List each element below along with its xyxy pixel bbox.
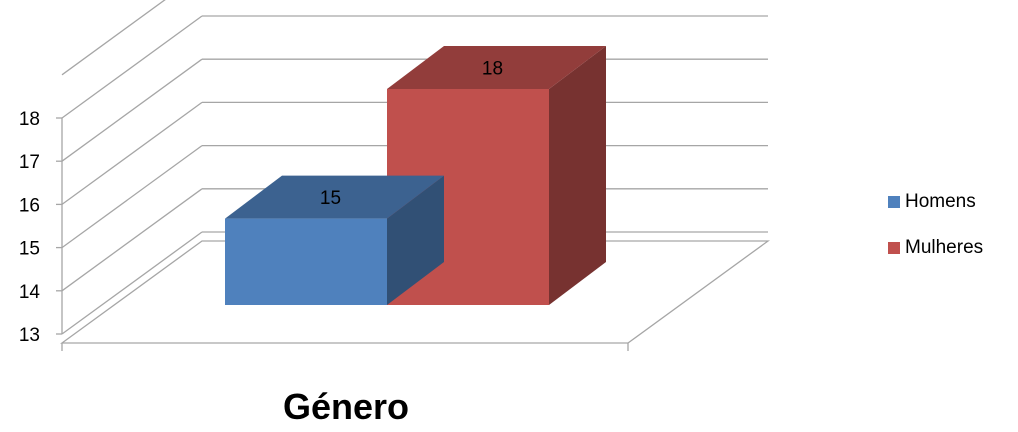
bar-homens-front [225, 218, 387, 305]
bar-homens-top [225, 175, 444, 219]
bar-homens-side [387, 175, 444, 305]
legend-item-mulheres: Mulheres [888, 236, 983, 260]
gridline-wall [61, 58, 203, 162]
y-axis [56, 117, 63, 335]
gridline-wall [61, 145, 203, 249]
gridline-wall [61, 101, 203, 205]
y-tick-labels: 13 14 15 16 17 18 [19, 109, 41, 346]
gridline-wall [61, 231, 203, 335]
y-tick-label: 15 [19, 239, 40, 260]
gridline-wall [61, 188, 203, 292]
legend-label-mulheres: Mulheres [905, 237, 984, 258]
y-tick-label: 16 [19, 195, 40, 216]
bar-mulheres-top [387, 46, 606, 89]
gridline-wall [61, 15, 203, 119]
gridline-wall [61, 0, 166, 76]
y-tick-label: 14 [19, 282, 41, 303]
legend-label-homens: Homens [905, 191, 976, 212]
y-tick-label: 13 [19, 325, 40, 346]
y-tick-label: 17 [19, 152, 40, 173]
legend: Homens Mulheres [888, 190, 983, 282]
x-axis-title: Género [282, 386, 410, 427]
bar-homens [225, 175, 444, 305]
legend-item-homens: Homens [888, 190, 983, 214]
data-label: 18 [482, 59, 503, 80]
data-label: 15 [320, 188, 341, 209]
floor-plane [60, 240, 770, 344]
bar-mulheres-side [549, 46, 606, 305]
legend-swatch-homens [888, 196, 900, 208]
bars [225, 46, 606, 305]
y-tick-label: 18 [19, 109, 40, 130]
legend-swatch-mulheres [888, 242, 900, 254]
